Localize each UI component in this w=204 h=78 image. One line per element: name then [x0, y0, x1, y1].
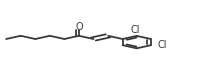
Text: Cl: Cl	[157, 40, 166, 50]
Text: O: O	[75, 22, 82, 32]
Text: Cl: Cl	[130, 25, 139, 35]
